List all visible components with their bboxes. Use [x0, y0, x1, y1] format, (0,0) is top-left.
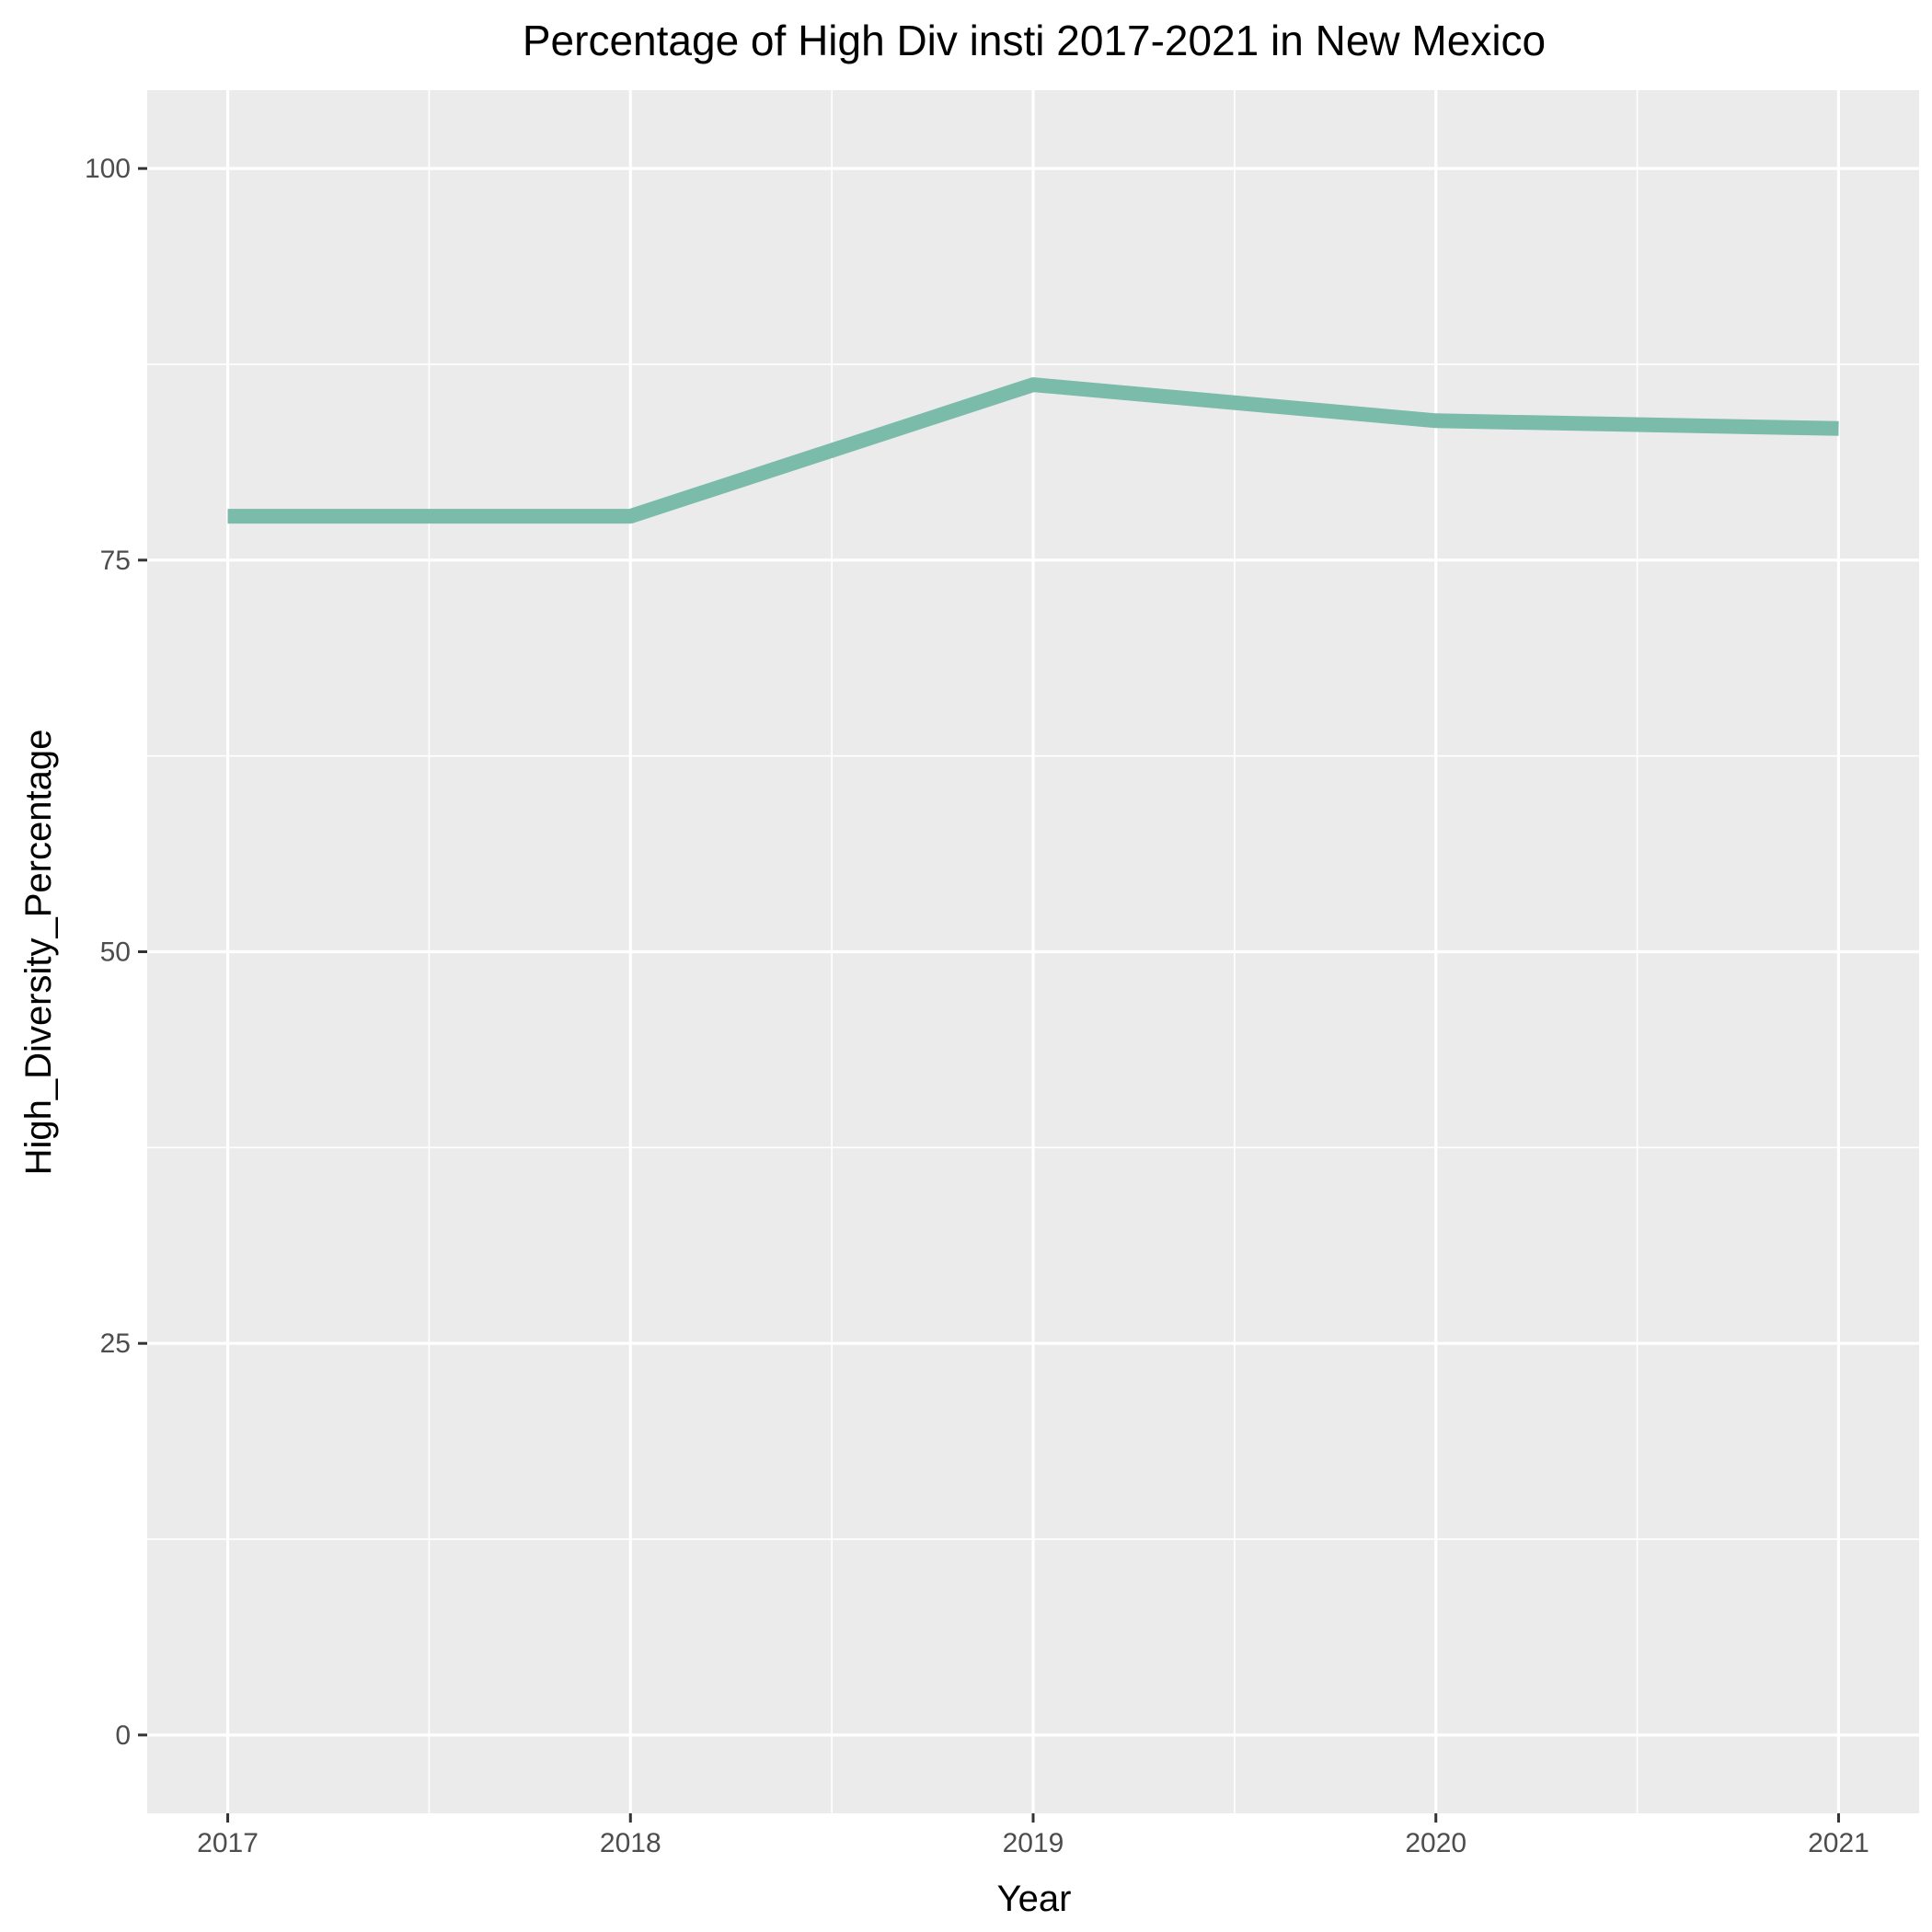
x-tick-label: 2019 [1003, 1828, 1064, 1858]
y-tick-label: 0 [115, 1720, 131, 1751]
chart-title: Percentage of High Div insti 2017-2021 i… [523, 17, 1546, 64]
series-line [227, 377, 1839, 524]
x-tick-label: 2018 [600, 1828, 661, 1858]
y-tick-label: 75 [100, 546, 131, 576]
y-axis-title: High_Diversity_Percentage [18, 730, 59, 1176]
y-tick-label: 25 [100, 1328, 131, 1359]
x-axis-title: Year [997, 1879, 1072, 1919]
x-tick-label: 2021 [1808, 1828, 1869, 1858]
y-axis: 0 25 50 75 100 [85, 154, 147, 1751]
x-tick-label: 2020 [1405, 1828, 1466, 1858]
series-layer [227, 377, 1839, 524]
x-tick-label: 2017 [197, 1828, 259, 1858]
y-tick-label: 100 [85, 154, 131, 184]
x-axis: 2017 2018 2019 2020 2021 [197, 1813, 1869, 1858]
y-tick-label: 50 [100, 937, 131, 968]
